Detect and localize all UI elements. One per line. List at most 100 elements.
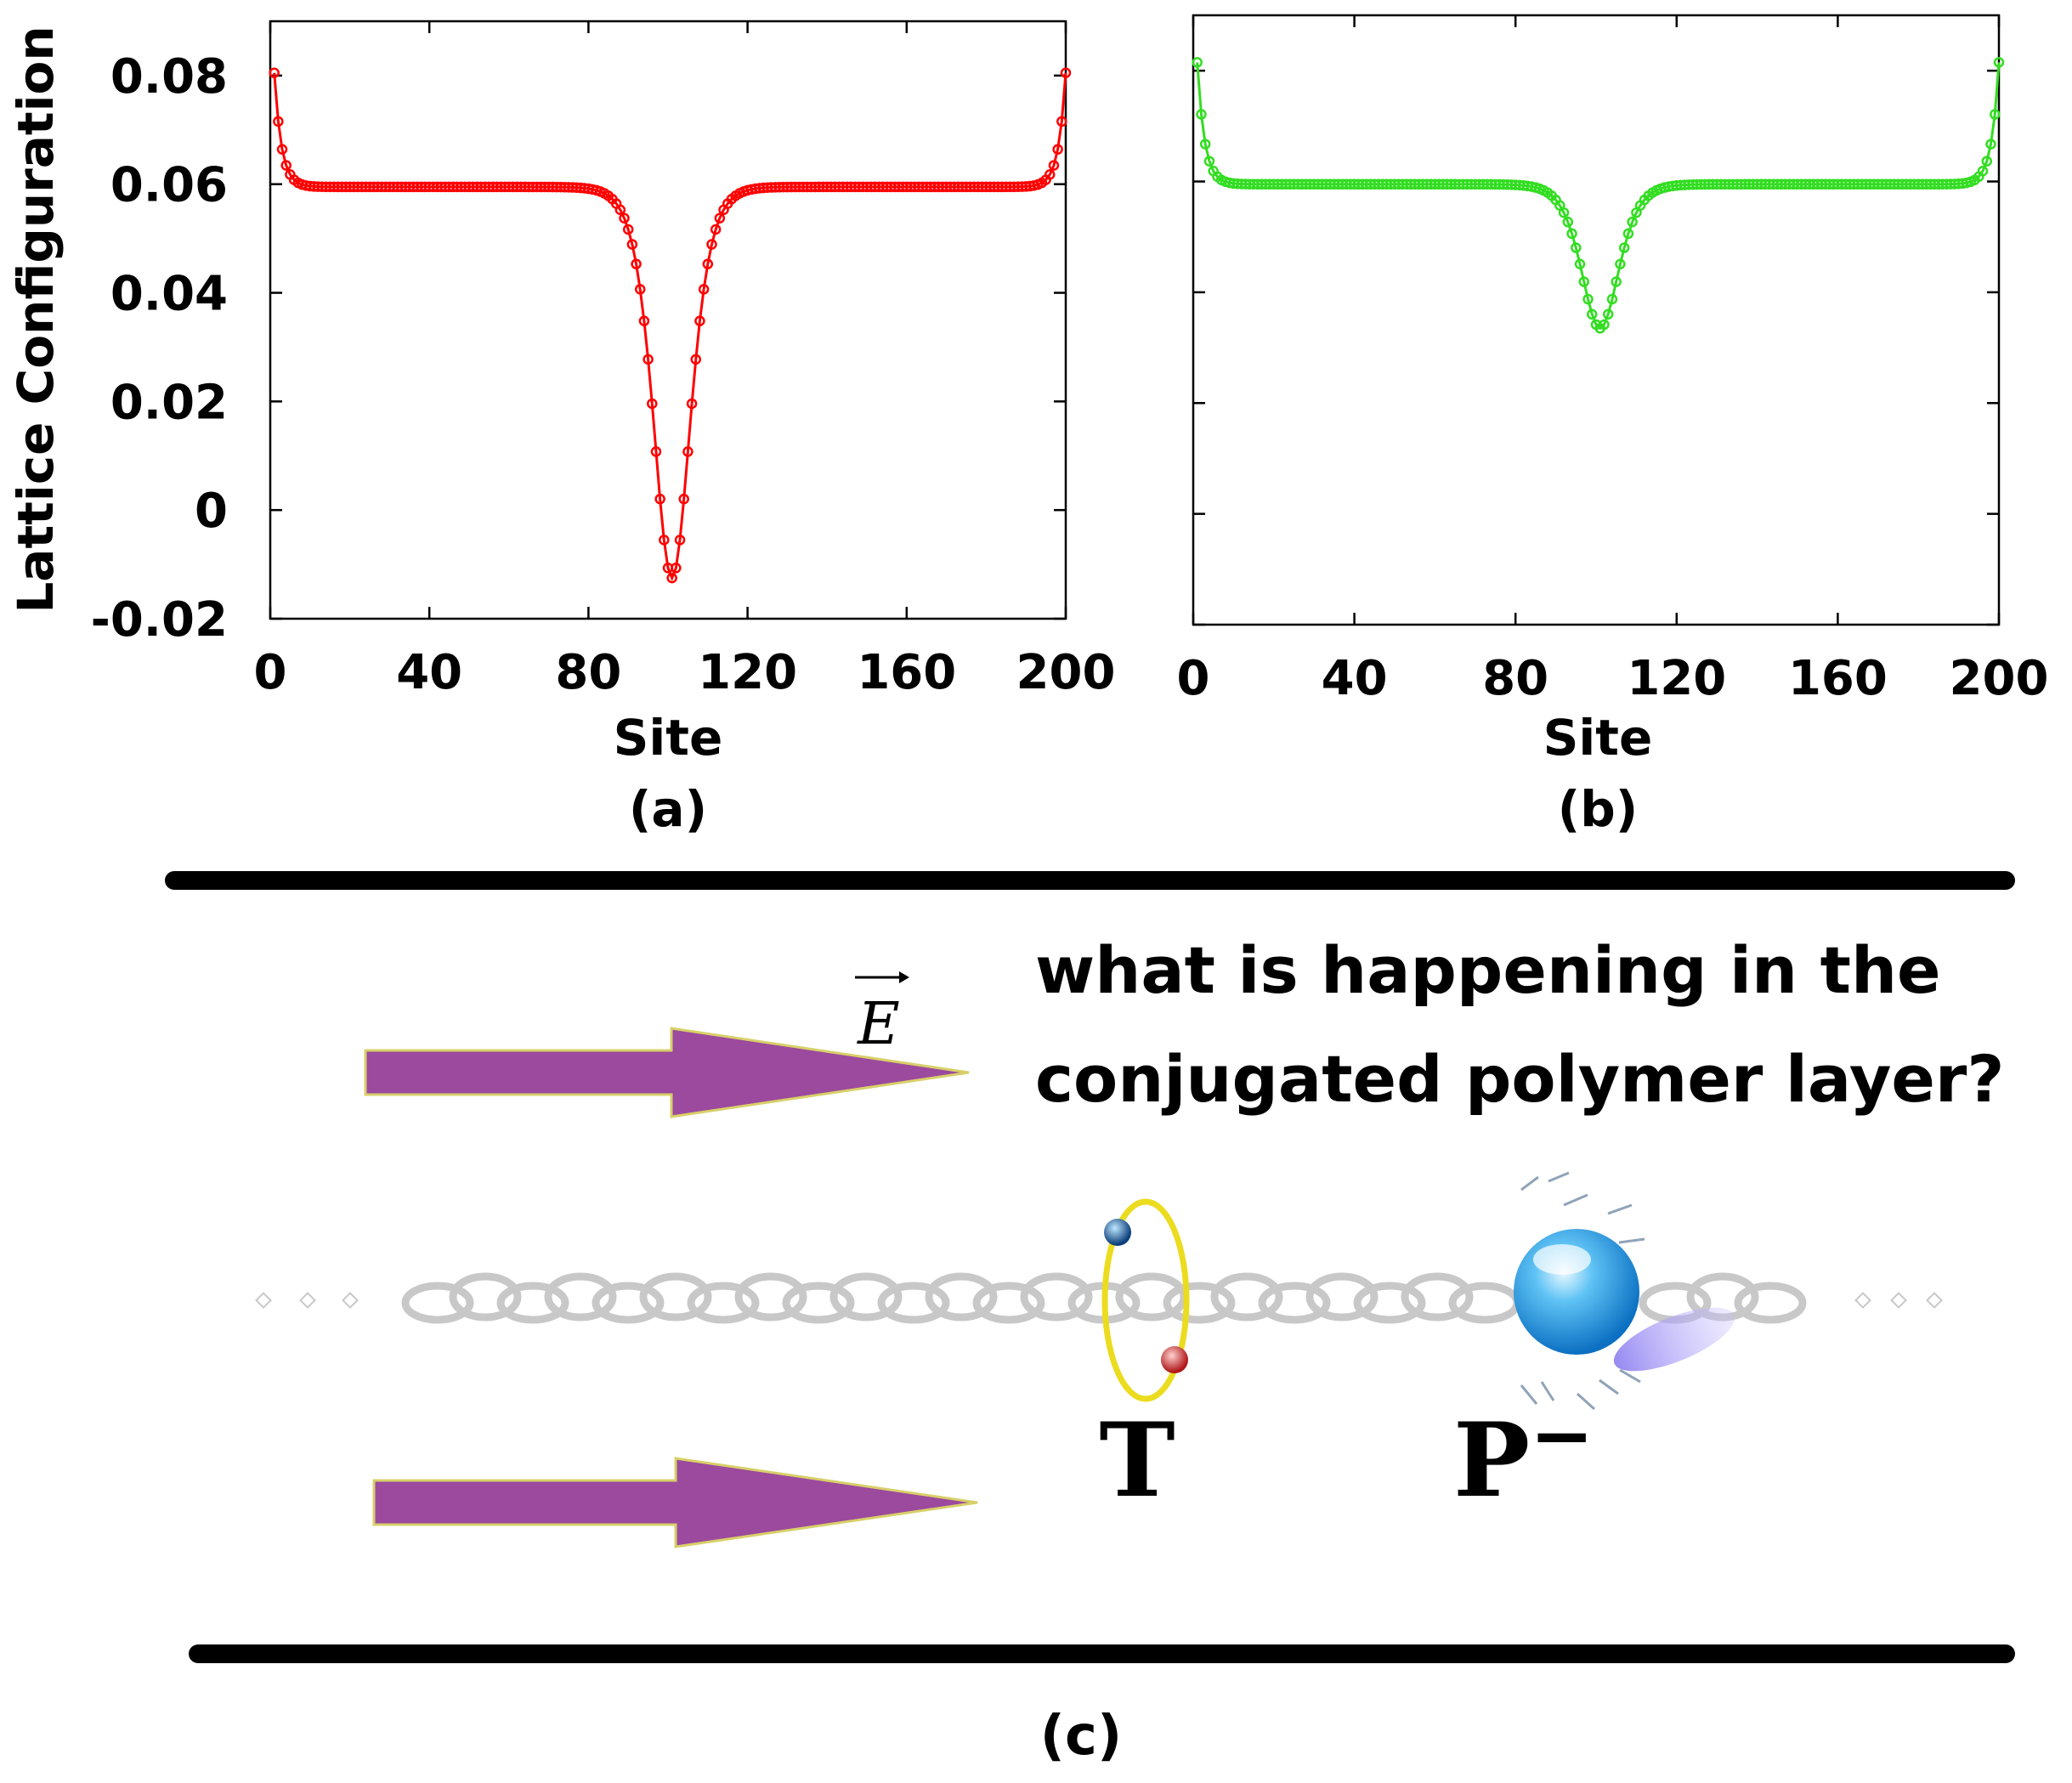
chain-link <box>401 1282 474 1324</box>
x-tick-label: 160 <box>857 645 956 700</box>
data-point <box>614 204 626 216</box>
panel-label-a: (a) <box>629 780 707 838</box>
x-tick-label: 0 <box>1177 651 1210 706</box>
field-arrow-bottom <box>372 1457 978 1548</box>
chain-link <box>877 1282 950 1324</box>
series-a <box>269 67 1072 584</box>
data-point <box>1582 293 1594 305</box>
chain-link <box>1305 1272 1379 1322</box>
data-point <box>631 258 642 269</box>
data-point <box>659 535 670 546</box>
data-point <box>1977 166 1989 177</box>
chain-link <box>449 1272 522 1322</box>
polymer-chain <box>255 1272 1943 1324</box>
x-tick-label: 80 <box>1482 651 1548 706</box>
data-point <box>622 224 634 235</box>
x-axis-label-a: Site <box>614 709 723 767</box>
panel-a-chart: -0.02 0 0.02 0.04 0.06 0.08 0 40 80 120 160 200 La… <box>7 20 1115 838</box>
y-tick-label: 0 <box>195 484 228 539</box>
y-ticks-a: -0.02 0 0.02 0.04 0.06 0.08 <box>91 49 1066 648</box>
data-point <box>678 493 689 505</box>
chain-ellipsis-dot <box>342 1292 359 1309</box>
panel-b-chart: 0 40 80 120 160 200 Site (b) <box>1177 14 2049 838</box>
x-tick-label: 200 <box>1950 651 2049 706</box>
y-axis-label: Lattice Configuration <box>7 25 65 613</box>
y-tick-label: -0.02 <box>91 592 228 648</box>
chain-link <box>544 1272 617 1322</box>
chain-link <box>496 1282 569 1324</box>
data-point <box>1618 242 1630 253</box>
data-point <box>1052 144 1063 155</box>
question-line-1: what is happening in the <box>1035 932 1941 1008</box>
x-axis-label-b: Site <box>1543 709 1653 767</box>
data-point <box>1048 160 1060 171</box>
y-tick-label: 0.06 <box>110 158 228 213</box>
x-tick-label: 40 <box>1322 651 1388 706</box>
electron-dot <box>1104 1219 1131 1246</box>
series-b <box>1192 57 2005 334</box>
svg-text:E: E <box>856 991 900 1058</box>
data-point <box>682 446 693 457</box>
data-point <box>1203 156 1215 167</box>
sphere-highlight <box>1533 1244 1591 1275</box>
data-point <box>1985 139 1996 150</box>
data-point <box>619 212 630 224</box>
data-point <box>1611 276 1622 287</box>
data-point <box>698 284 710 295</box>
chain-link <box>1448 1282 1521 1324</box>
data-point <box>710 224 722 235</box>
chain-link <box>1353 1282 1426 1324</box>
panel-label-c: (c) <box>1040 1705 1122 1768</box>
electric-field-label: E <box>855 971 909 1058</box>
data-point <box>1192 57 1203 68</box>
chain-link <box>1020 1272 1093 1322</box>
chain-link <box>734 1272 807 1322</box>
x-tick-label: 120 <box>698 645 797 700</box>
plot-frame-a <box>269 20 1067 620</box>
chain-link <box>1734 1282 1807 1324</box>
chain-link <box>592 1282 665 1324</box>
chain-ellipsis-dot <box>1854 1292 1871 1309</box>
data-point <box>650 446 662 457</box>
data-point <box>674 535 686 546</box>
x-ticks-a: 0 40 80 120 160 200 <box>254 21 1115 700</box>
data-point <box>1558 207 1570 218</box>
y-tick-label: 0.08 <box>110 49 228 105</box>
polaron-charge: − <box>1530 1391 1594 1480</box>
data-point <box>1587 308 1598 320</box>
data-point <box>1599 319 1610 331</box>
data-point <box>276 144 288 155</box>
data-point <box>690 354 702 365</box>
x-tick-label: 40 <box>396 645 462 700</box>
data-point <box>1562 216 1574 228</box>
chain-ellipsis-dot <box>1926 1292 1943 1309</box>
question-line-2: conjugated polymer layer? <box>1035 1041 2004 1117</box>
data-point <box>626 239 638 250</box>
hole-dot <box>1161 1346 1188 1373</box>
data-point <box>702 258 714 269</box>
data-point <box>634 284 646 295</box>
data-point <box>1993 57 2005 68</box>
data-point <box>1578 276 1590 287</box>
data-point <box>666 572 677 584</box>
data-point <box>1571 242 1582 253</box>
data-point <box>273 116 284 127</box>
data-point <box>643 354 654 365</box>
data-point <box>1990 109 2001 120</box>
data-point <box>280 160 292 171</box>
data-point <box>1196 109 1207 120</box>
data-point <box>686 398 698 410</box>
chain-link <box>972 1282 1045 1324</box>
exciton-orbit <box>1101 1198 1190 1402</box>
chain-link <box>639 1272 712 1322</box>
x-ticks-b: 0 40 80 120 160 200 <box>1177 15 2049 706</box>
chain-link <box>782 1282 855 1324</box>
chain-link <box>1401 1272 1474 1322</box>
data-point <box>654 493 665 505</box>
data-point <box>647 398 658 410</box>
data-point <box>638 315 650 326</box>
data-point <box>1981 156 1993 167</box>
data-point <box>714 212 726 224</box>
chain-link <box>687 1282 760 1324</box>
